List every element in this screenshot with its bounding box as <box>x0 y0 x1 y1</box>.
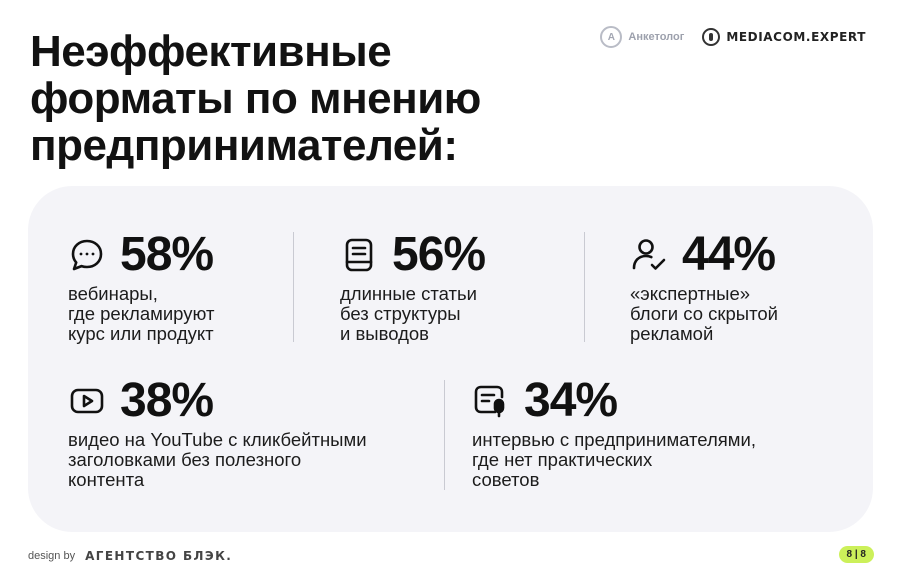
chat-bubble-icon <box>68 236 106 274</box>
stat-description: вебинары, где рекламируют курс или проду… <box>68 284 214 344</box>
footer-credit: design by АГЕНТСТВО БЛЭК. <box>28 549 232 563</box>
design-by-label: design by <box>28 550 76 562</box>
stat-card: 38% видео на YouTube с кликбейтными заго… <box>68 376 367 490</box>
stat-card: 58% вебинары, где рекламируют курс или п… <box>68 230 214 344</box>
stat-percent: 58% <box>120 228 214 281</box>
mediacom-logo: MEDIACOM.EXPERT <box>702 28 866 46</box>
stat-line: интервью с предпринимателями, <box>472 429 756 450</box>
page-title: Неэффективные форматы по мнению предприн… <box>30 28 481 169</box>
title-line: Неэффективные <box>30 27 392 76</box>
page-number-badge: 8 | 8 <box>838 546 874 563</box>
stat-line: «экспертные» <box>630 283 751 304</box>
title-line: предпринимателей: <box>30 121 458 170</box>
stat-line: где рекламируют <box>68 303 215 324</box>
stat-line: без структуры <box>340 303 461 324</box>
divider <box>293 232 294 342</box>
stat-description: интервью с предпринимателями, где нет пр… <box>472 430 756 490</box>
document-icon <box>340 236 378 274</box>
stat-percent: 38% <box>120 374 214 427</box>
agency-logo: АГЕНТСТВО БЛЭК. <box>85 549 233 563</box>
stat-line: где нет практических <box>472 449 653 470</box>
stat-line: контента <box>68 469 145 490</box>
stat-line: рекламой <box>630 323 714 344</box>
divider <box>444 380 445 490</box>
video-play-icon <box>68 382 106 420</box>
stat-percent: 56% <box>392 228 486 281</box>
stat-percent: 44% <box>682 228 776 281</box>
stat-line: вебинары, <box>68 283 158 304</box>
brand-logos: А Анкетолог MEDIACOM.EXPERT <box>600 26 866 48</box>
stat-description: длинные статьи без структуры и выводов <box>340 284 485 344</box>
stat-percent: 34% <box>524 374 618 427</box>
stat-line: заголовками без полезного <box>68 449 302 470</box>
stat-description: видео на YouTube с кликбейтными заголовк… <box>68 430 367 490</box>
stat-card: 34% интервью с предпринимателями, где не… <box>472 376 756 490</box>
anketolog-label: Анкетолог <box>628 31 685 43</box>
stats-panel: 58% вебинары, где рекламируют курс или п… <box>28 186 873 532</box>
stat-line: курс или продукт <box>68 323 214 344</box>
microphone-icon <box>702 28 721 46</box>
stat-card: 44% «экспертные» блоги со скрытой реклам… <box>630 230 778 344</box>
title-line: форматы по мнению <box>30 74 481 123</box>
divider <box>584 232 585 342</box>
mediacom-label: MEDIACOM.EXPERT <box>726 30 866 44</box>
stat-description: «экспертные» блоги со скрытой рекламой <box>630 284 778 344</box>
stat-line: и выводов <box>340 323 430 344</box>
stat-line: видео на YouTube с кликбейтными <box>68 429 367 450</box>
stat-line: блоги со скрытой <box>630 303 778 324</box>
user-check-icon <box>630 236 668 274</box>
anketolog-icon: А <box>600 26 623 48</box>
stat-line: длинные статьи <box>340 283 477 304</box>
stat-card: 56% длинные статьи без структуры и вывод… <box>340 228 486 344</box>
stat-line: советов <box>472 469 540 490</box>
anketolog-logo: А Анкетолог <box>600 26 684 48</box>
interview-mic-icon <box>472 382 510 420</box>
